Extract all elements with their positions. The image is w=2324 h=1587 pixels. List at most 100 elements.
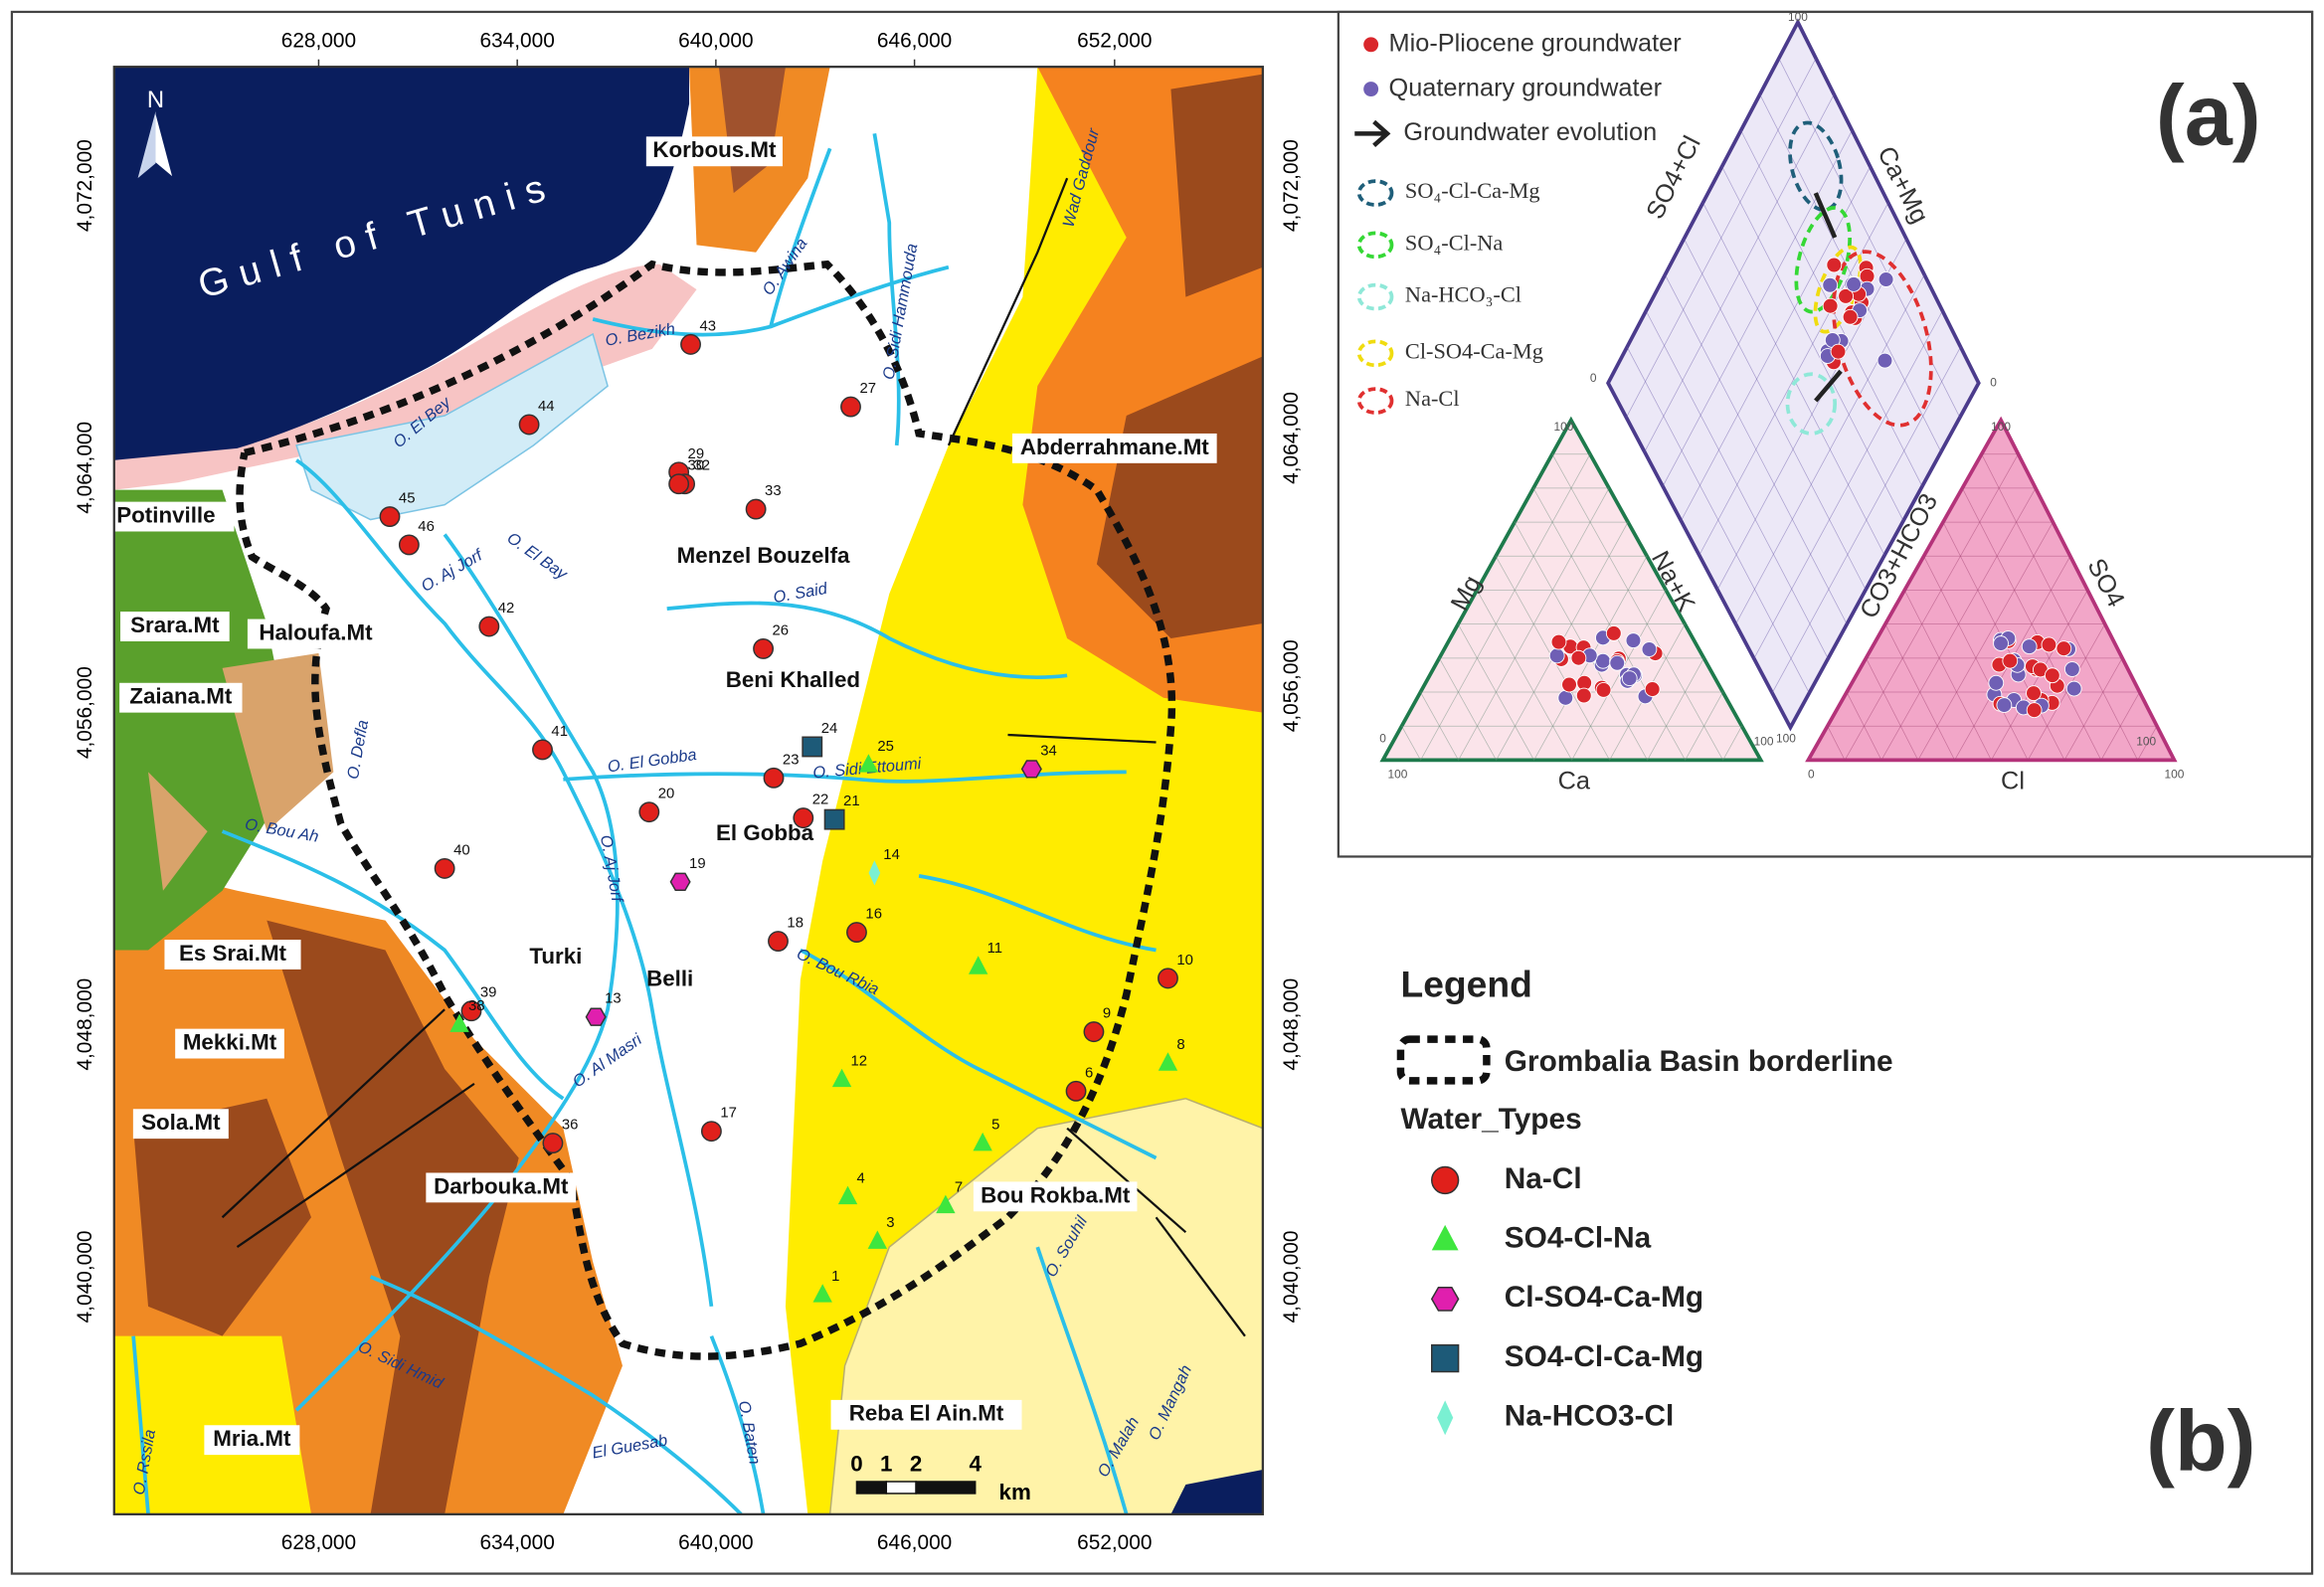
station-marker [1158, 1052, 1178, 1071]
place-box [973, 1181, 1138, 1212]
x-coord-label: 652,000 [1077, 29, 1152, 52]
facies-outline [1785, 372, 1838, 436]
x-coord-label: 634,000 [479, 29, 554, 52]
legend-border-swatch [1396, 1035, 1491, 1085]
piper-grid [1439, 657, 1497, 761]
piper-tick-label: 100 [2165, 767, 2185, 781]
station-marker [542, 1133, 564, 1154]
station-label: 29 [688, 446, 705, 462]
piper-legend-symbol [1356, 387, 1394, 415]
facies-outline [1794, 206, 1852, 314]
piper-sample [1826, 257, 1843, 273]
x-coord-label: 646,000 [877, 29, 952, 52]
place-label: Zaiana.Mt [129, 684, 233, 709]
place-label: Haloufa.Mt [259, 619, 373, 644]
station-label: 26 [773, 622, 790, 638]
place-box [1011, 433, 1217, 463]
station-marker [1083, 1021, 1105, 1043]
station-marker [868, 860, 881, 886]
station-label: 30 [688, 458, 705, 474]
piper-legend-label: Cl-SO4-Ca-Mg [1405, 338, 1543, 363]
legend-title: Legend [1400, 964, 1531, 1005]
geology-brown [133, 920, 519, 1514]
piper-tick-label: 0 [1990, 375, 1997, 389]
piper-sample [1996, 697, 2013, 714]
piper-grid [1917, 521, 2054, 761]
y-coord-label: 4,072,000 [1280, 139, 1303, 232]
place-box [119, 682, 243, 713]
geology-tan [148, 652, 334, 891]
piper-sample [2044, 667, 2060, 684]
piper-grid [1880, 487, 2037, 761]
piper-sample [1988, 674, 2005, 691]
piper-legend-label: Quaternary groundwater [1389, 74, 1663, 101]
piper-sample [1822, 276, 1839, 293]
y-coord-label: 4,056,000 [1280, 639, 1303, 732]
piper-sample [1641, 641, 1658, 657]
evolution-arrow [1813, 192, 1838, 239]
piper-legend-label: Groundwater evolution [1403, 118, 1657, 146]
piper-grid [1866, 657, 1919, 761]
piper-grid [1645, 310, 1829, 659]
station-marker [1020, 760, 1042, 779]
station-marker [680, 333, 701, 355]
station-marker [478, 616, 500, 637]
station-label: 4 [856, 1170, 864, 1186]
place-label: Menzel Bouzelfa [677, 543, 850, 568]
station-label: 43 [699, 318, 716, 334]
station-marker [763, 767, 785, 789]
place-label: Mria.Mt [213, 1426, 291, 1451]
station-label: 34 [1040, 743, 1057, 759]
piper-sample [1605, 624, 1622, 641]
piper-sample [1838, 287, 1854, 304]
piper-grid [1532, 487, 1686, 761]
station-marker [867, 1230, 888, 1249]
legend-symbol [1431, 1224, 1459, 1251]
piper-tick-label: 0 [1590, 371, 1597, 385]
piper-tick-label: 100 [1553, 420, 1573, 434]
piper-grid [1684, 238, 1867, 591]
y-coord-label: 4,072,000 [74, 139, 96, 232]
legend-symbol [1431, 1165, 1460, 1195]
legend-label: SO4-Cl-Na [1505, 1222, 1652, 1255]
panel-label: (a) [2156, 68, 2261, 163]
piper-legend-symbol [1363, 82, 1379, 97]
scale-bar [915, 1481, 977, 1495]
piper-grid [1476, 590, 1572, 761]
piper-legend-label: SO₄-Cl-Na [1405, 230, 1503, 255]
geology-brown [1096, 74, 1263, 638]
station-label: 24 [821, 721, 838, 737]
piper-sample [1595, 681, 1612, 698]
place-label: Beni Khalled [726, 667, 860, 692]
piper-legend-symbol [1356, 282, 1394, 311]
scale-label: 0 [850, 1451, 862, 1476]
station-label: 14 [883, 847, 900, 863]
scale-label: 1 [880, 1451, 892, 1476]
piper-tick-label: 100 [1991, 420, 2011, 434]
station-marker [802, 736, 823, 758]
facies-outline [1788, 120, 1844, 212]
place-box [247, 618, 385, 649]
piper-sample [2041, 636, 2057, 653]
scale-bar [885, 1481, 917, 1495]
piper-sample [1830, 343, 1847, 360]
piper-grid [1626, 346, 1810, 694]
piper-axis-label: Ca [1558, 767, 1591, 794]
piper-grid [1753, 310, 1943, 659]
station-label: 23 [783, 752, 800, 768]
station-label: 32 [694, 458, 711, 474]
station-label: 22 [812, 793, 829, 808]
place-label: Bou Rokba.Mt [981, 1182, 1131, 1207]
place-label: Es Srai.Mt [179, 941, 287, 966]
scale-bar [855, 1481, 888, 1495]
station-marker [669, 872, 691, 891]
station-label: 21 [843, 794, 860, 809]
piper-sample [1993, 635, 2009, 652]
y-coord-label: 4,040,000 [1280, 1230, 1303, 1322]
piper-grid [1716, 238, 1907, 591]
piper-grid [1551, 453, 1723, 761]
place-label: Abderrahmane.Mt [1020, 435, 1209, 459]
station-marker [753, 637, 775, 659]
piper-tick-label: 100 [1388, 767, 1408, 781]
